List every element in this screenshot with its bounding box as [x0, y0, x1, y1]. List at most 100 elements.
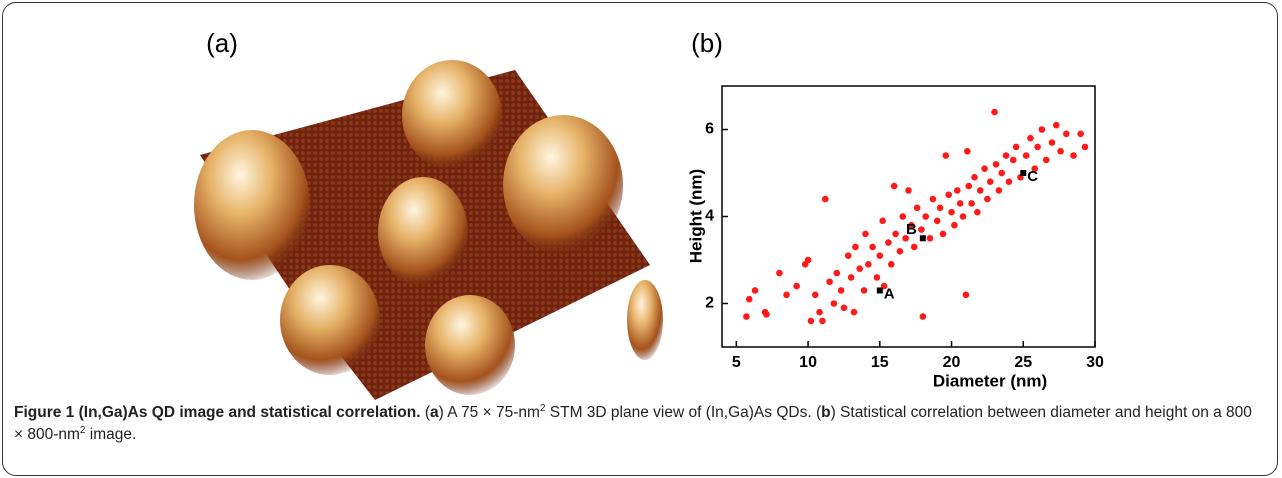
point: [910, 243, 918, 251]
point: [945, 191, 952, 199]
point: [763, 311, 770, 318]
point: [850, 308, 858, 316]
point: [919, 313, 927, 320]
point: [984, 195, 991, 203]
x-tick-label: 20: [943, 354, 961, 371]
panel-label: (a): [206, 28, 238, 58]
point: [783, 291, 790, 299]
point: [840, 304, 848, 312]
point: [743, 313, 750, 320]
point: [830, 300, 838, 307]
point: [751, 287, 759, 294]
point: [862, 230, 869, 238]
point: [899, 213, 907, 220]
point: [876, 252, 884, 259]
point: [948, 208, 955, 216]
point: [995, 187, 1003, 194]
point: [833, 269, 841, 277]
y-tick-label: 2: [705, 295, 714, 312]
point: [816, 308, 823, 316]
caption-text: ) A 75 × 75-nm: [438, 404, 540, 421]
stm-image: [194, 60, 663, 400]
point: [971, 174, 978, 181]
point: [887, 261, 895, 268]
point: [1081, 143, 1089, 151]
point-label: C: [1027, 168, 1038, 185]
point: [974, 208, 981, 216]
point: [1052, 121, 1060, 129]
point: [991, 108, 998, 116]
caption-text: ) Statistical correlation between diamet…: [14, 404, 1252, 443]
point: [873, 274, 881, 281]
point: [908, 221, 915, 229]
point: [1031, 165, 1039, 172]
caption-text: b: [821, 404, 831, 421]
caption-text: a: [430, 404, 439, 421]
caption-text: 2: [79, 424, 86, 436]
caption-text: (: [424, 404, 431, 421]
x-tick-label: 15: [871, 354, 889, 371]
point: [745, 295, 753, 303]
x-axis-label: Diameter (nm): [933, 371, 1047, 390]
point: [885, 239, 892, 246]
point: [998, 169, 1006, 177]
marked-point: [1020, 170, 1027, 176]
point: [926, 234, 934, 242]
point: [922, 213, 930, 220]
point: [1070, 152, 1077, 159]
point: [939, 230, 947, 238]
point: [847, 274, 855, 281]
point: [1002, 152, 1010, 159]
point: [1012, 143, 1020, 151]
point: [929, 195, 937, 203]
point: [905, 187, 912, 194]
point: [852, 243, 859, 251]
point: [869, 243, 876, 251]
point-label: B: [906, 221, 917, 238]
point: [1048, 139, 1056, 146]
x-tick-label: 25: [1014, 354, 1032, 371]
point: [807, 317, 815, 325]
point: [1005, 178, 1013, 185]
plot-frame: [721, 85, 1096, 348]
point: [1063, 130, 1070, 138]
point: [860, 287, 868, 294]
point: [965, 182, 973, 190]
point: [986, 178, 994, 185]
y-tick-label: 4: [705, 208, 714, 225]
point: [968, 200, 975, 207]
point: [1042, 156, 1050, 164]
point: [879, 217, 886, 225]
marked-point: [919, 235, 926, 242]
point: [865, 261, 872, 268]
point: [956, 200, 964, 207]
point: [992, 161, 1000, 168]
point: [819, 317, 826, 325]
point: [804, 256, 812, 264]
point: [902, 234, 909, 242]
point: [964, 147, 971, 155]
x-tick-label: 5: [732, 354, 741, 371]
caption: Figure 1 (In,Ga)As QD image and statisti…: [14, 402, 1264, 446]
point: [951, 221, 958, 229]
figure: (a) (b) Diameter (nm) Height (nm) 5 10 15 2…: [194, 28, 1104, 400]
point: [892, 230, 899, 238]
point: [953, 187, 961, 194]
point: [1034, 143, 1041, 151]
point-label: A: [884, 285, 895, 302]
caption-text: 2: [539, 402, 546, 414]
point: [933, 217, 941, 225]
panel-label: (b): [691, 28, 723, 58]
point: [856, 265, 864, 273]
point: [821, 195, 829, 203]
point: [918, 226, 925, 233]
point: [1057, 147, 1064, 155]
point: [1009, 156, 1017, 164]
point: [1027, 134, 1034, 142]
point: [1077, 130, 1084, 138]
point: [981, 165, 988, 172]
marked-point: [876, 287, 883, 294]
point: [896, 248, 904, 255]
y-tick-label: 6: [705, 121, 714, 138]
point: [913, 204, 921, 212]
